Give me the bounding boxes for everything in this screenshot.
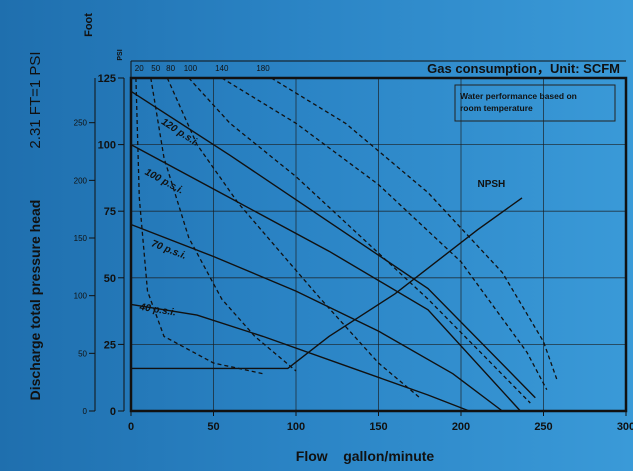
psi-unit-label: PSI — [117, 49, 124, 60]
foot-unit-label: Foot — [83, 13, 95, 37]
gridlines — [130, 77, 627, 412]
psi-tick-label: 125 — [98, 73, 116, 85]
annotation-text: Water performance based on room temperatu… — [460, 91, 577, 113]
top-scale-label: 20 — [135, 64, 144, 73]
air-consumption-curve — [166, 77, 421, 399]
pressure-curve — [130, 223, 503, 412]
air-consumption-curve — [221, 77, 548, 391]
x-tick-label: 150 — [369, 421, 387, 433]
psi-tick-label: 100 — [98, 140, 116, 152]
air-consumption-curve — [270, 77, 558, 380]
annotation-line: room temperature — [460, 103, 533, 113]
foot-tick-label: 150 — [74, 234, 88, 243]
npsh-label: NPSH — [478, 179, 506, 190]
x-tick-label: 100 — [287, 421, 305, 433]
pressure-curve — [130, 90, 536, 399]
top-scale-label: 180 — [256, 64, 270, 73]
foot-tick-label: 0 — [83, 407, 88, 416]
air-consumption-curve — [150, 77, 297, 372]
air-consumption-curve — [135, 77, 264, 375]
foot-tick-label: 100 — [74, 292, 88, 301]
psi-tick-label: 50 — [104, 273, 116, 285]
y-axis-label: Discharge total pressure head — [27, 200, 43, 401]
top-scale-label: 80 — [166, 64, 175, 73]
psi-tick-label: 75 — [104, 206, 116, 218]
air-consumption-curve — [188, 77, 531, 404]
x-tick-label: 50 — [207, 421, 219, 433]
npsh-line — [131, 197, 523, 370]
x-tick-label: 300 — [617, 421, 633, 433]
annotation-box — [454, 84, 616, 122]
y-axis-conversion-note: 2.31 FT=1 PSI — [27, 51, 44, 148]
x-tick-label: 200 — [452, 421, 470, 433]
pressure-curves: 120 p.s.i.100 p.s.i.70 p.s.i.40 p.s.i. — [130, 90, 536, 412]
chart-labels: Gas consumption，Unit: SCFM Water perform… — [27, 13, 620, 464]
npsh-curve: NPSH — [131, 179, 523, 370]
foot-tick-label: 250 — [74, 119, 88, 128]
psi-tick-label: 0 — [110, 406, 116, 418]
foot-tick-label: 200 — [74, 176, 88, 185]
foot-tick-label: 50 — [78, 349, 87, 358]
pressure-curve-label: 100 p.s.i. — [143, 167, 185, 197]
x-tick-label: 0 — [128, 421, 134, 433]
chart-title: Gas consumption，Unit: SCFM — [427, 61, 620, 76]
top-scale-label: 100 — [184, 64, 198, 73]
axis-ticks: 0 50 100 150 200 250 300 0 25 50 75 100 125 0 50 100 150… — [74, 73, 633, 433]
air-consumption-curves — [135, 77, 558, 404]
annotation-line: Water performance based on — [460, 91, 577, 101]
pressure-curve — [130, 303, 470, 412]
psi-tick-label: 25 — [104, 339, 116, 351]
pressure-curve — [130, 143, 521, 412]
top-scale-label: 140 — [215, 64, 229, 73]
x-tick-label: 250 — [534, 421, 552, 433]
x-axis-label: Flow gallon/minute — [296, 448, 435, 464]
top-scale: 20 50 80 100 140 180 — [130, 60, 626, 78]
pressure-curve-label: 70 p.s.i. — [150, 238, 188, 262]
top-scale-label: 50 — [151, 64, 160, 73]
